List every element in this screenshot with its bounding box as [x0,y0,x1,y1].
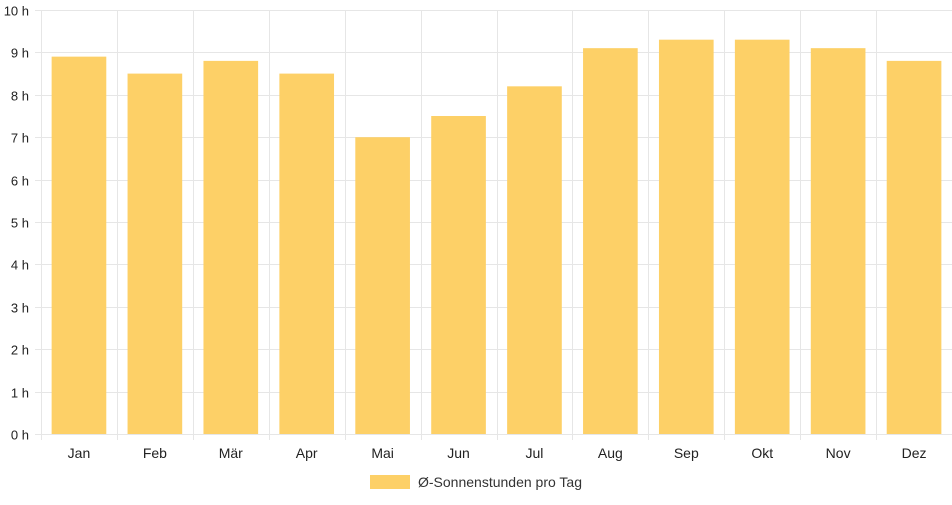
x-tick-label: Feb [143,445,167,461]
x-tick-label: Mär [219,445,243,461]
bar-okt[interactable] [734,39,790,435]
x-tick-label: Nov [826,445,851,461]
bar-apr[interactable] [279,73,335,434]
y-tick-label: 5 h [11,216,29,231]
bar-jun[interactable] [431,116,486,434]
x-tick-label: Okt [751,445,773,461]
x-tick-label: Dez [902,445,927,461]
legend-label: Ø-Sonnenstunden pro Tag [418,474,582,490]
bar-series [51,39,942,435]
x-tick-label: Jul [526,445,544,461]
x-tick-label: Sep [674,445,699,461]
bar-mär[interactable] [203,60,259,434]
legend-swatch [370,475,410,489]
bar-aug[interactable] [583,48,638,434]
bar-nov[interactable] [810,48,866,434]
x-tick-label: Apr [296,445,318,461]
y-tick-label: 9 h [11,46,29,61]
x-tick-label: Mai [371,445,394,461]
bar-dez[interactable] [886,60,942,434]
y-tick-label: 1 h [11,386,29,401]
bar-jan[interactable] [51,56,107,434]
bar-mai[interactable] [355,137,410,434]
x-tick-label: Jan [68,445,91,461]
y-tick-label: 0 h [11,428,29,443]
y-tick-label: 8 h [11,89,29,104]
grid-lines [35,10,952,440]
axes: 0 h 1 h 2 h 3 h 4 h 5 h 6 h 7 h 8 h 9 h 10 h Jan Feb… [4,4,927,462]
chart-legend[interactable]: Ø-Sonnenstunden pro Tag [370,473,582,491]
y-tick-label: 6 h [11,174,29,189]
x-tick-label: Jun [447,445,470,461]
y-tick-label: 3 h [11,301,29,316]
y-tick-label: 2 h [11,343,29,358]
y-tick-label: 7 h [11,131,29,146]
y-tick-label: 4 h [11,258,29,273]
bar-sep[interactable] [658,39,714,435]
bar-jul[interactable] [507,86,562,434]
y-tick-label: 10 h [4,4,29,19]
bar-feb[interactable] [127,73,183,434]
x-tick-label: Aug [598,445,623,461]
